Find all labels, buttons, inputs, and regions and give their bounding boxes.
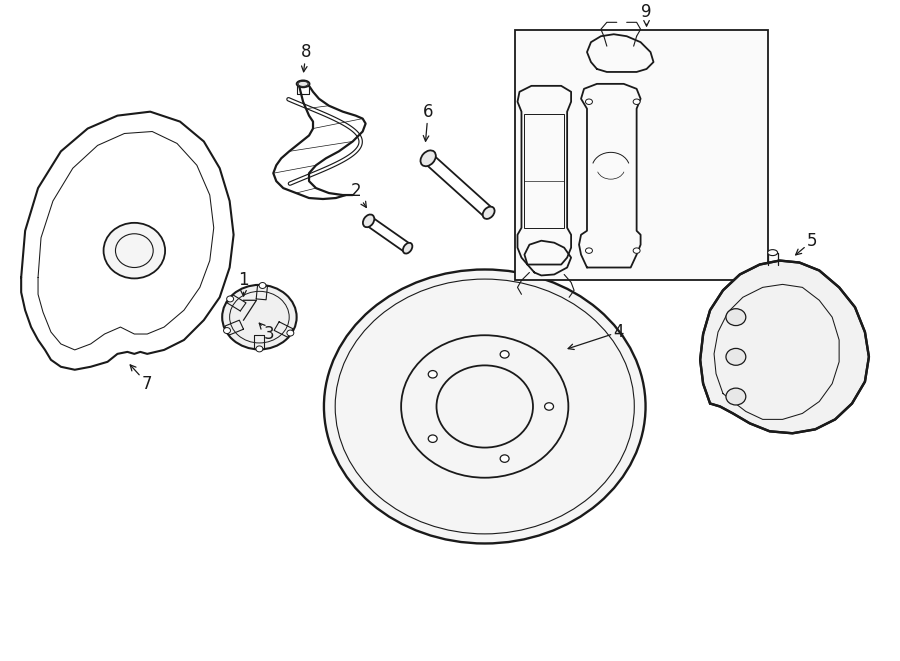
Ellipse shape bbox=[297, 81, 310, 87]
Ellipse shape bbox=[500, 455, 509, 462]
Ellipse shape bbox=[222, 285, 297, 350]
Ellipse shape bbox=[259, 282, 266, 288]
Bar bbox=[515, 30, 768, 280]
Ellipse shape bbox=[324, 270, 645, 543]
Polygon shape bbox=[700, 260, 868, 433]
Text: 8: 8 bbox=[301, 43, 311, 72]
Ellipse shape bbox=[544, 403, 554, 410]
Text: 3: 3 bbox=[259, 323, 274, 343]
Ellipse shape bbox=[287, 330, 293, 336]
Ellipse shape bbox=[401, 335, 569, 478]
Ellipse shape bbox=[586, 248, 592, 253]
Text: 4: 4 bbox=[568, 323, 624, 350]
Ellipse shape bbox=[104, 223, 165, 278]
Ellipse shape bbox=[633, 99, 640, 104]
Ellipse shape bbox=[726, 309, 746, 326]
Text: 9: 9 bbox=[642, 3, 652, 26]
Ellipse shape bbox=[726, 388, 746, 405]
Ellipse shape bbox=[256, 346, 263, 352]
Ellipse shape bbox=[436, 366, 533, 447]
Ellipse shape bbox=[500, 350, 509, 358]
Ellipse shape bbox=[420, 151, 436, 166]
Ellipse shape bbox=[115, 234, 153, 268]
Ellipse shape bbox=[633, 248, 640, 253]
Text: 5: 5 bbox=[796, 232, 817, 255]
Text: 7: 7 bbox=[130, 365, 152, 393]
Ellipse shape bbox=[335, 279, 634, 534]
Text: 6: 6 bbox=[423, 102, 434, 141]
Ellipse shape bbox=[223, 328, 230, 334]
Ellipse shape bbox=[586, 99, 592, 104]
Bar bbox=[525, 114, 564, 228]
Ellipse shape bbox=[768, 250, 778, 256]
Ellipse shape bbox=[726, 348, 746, 366]
Text: 2: 2 bbox=[350, 182, 366, 208]
Ellipse shape bbox=[403, 243, 412, 254]
Ellipse shape bbox=[428, 435, 437, 442]
Ellipse shape bbox=[482, 207, 495, 219]
Ellipse shape bbox=[227, 296, 234, 302]
Text: 1: 1 bbox=[238, 272, 248, 296]
Ellipse shape bbox=[363, 214, 374, 227]
Ellipse shape bbox=[428, 371, 437, 378]
